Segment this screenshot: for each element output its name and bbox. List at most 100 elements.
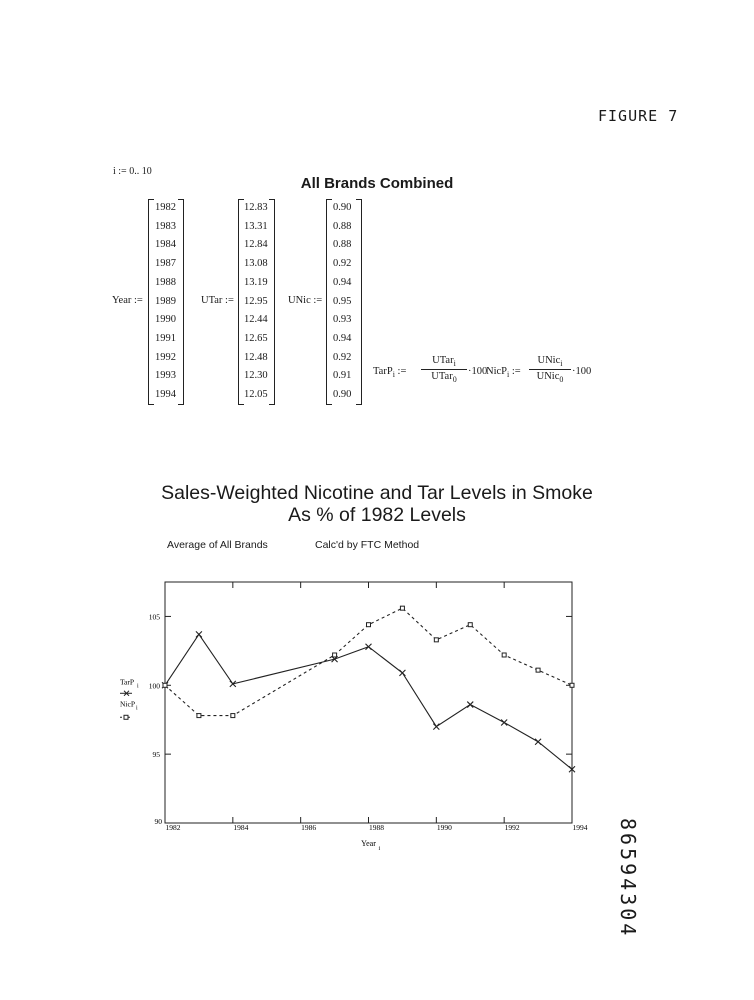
y-tick-label: 105 — [149, 612, 161, 621]
data-point-nicp — [399, 605, 405, 611]
unic-matrix-left-bracket — [326, 199, 332, 405]
x-tick-label: 1982 — [166, 823, 181, 832]
nicp-formula-subscript: i — [507, 370, 510, 380]
year-matrix-label: Year := — [112, 295, 143, 306]
tarp-num-sub: i — [453, 359, 456, 369]
data-point-nicp — [433, 637, 439, 643]
unic-matrix-label: UNic := — [288, 295, 323, 306]
y-tick-label: 100 — [149, 681, 161, 690]
unic-matrix-cell: 0.93 — [333, 314, 352, 326]
x-tick-label: 1992 — [505, 823, 520, 832]
data-point-nicp — [332, 652, 338, 658]
data-point-nicp — [162, 682, 168, 688]
data-point-tarp — [466, 701, 474, 708]
utar-matrix-cell: 12.65 — [244, 332, 268, 344]
nicp-num-sub: i — [560, 359, 563, 369]
nicp-formula-multiplier: ·100 — [572, 366, 592, 377]
unic-matrix-cell: 0.88 — [333, 220, 352, 232]
tarp-fraction-bar — [421, 369, 467, 371]
data-point-nicp — [467, 622, 473, 628]
tarp-formula-fraction: UTari UTar0 — [421, 355, 467, 384]
y-tick-label: 95 — [153, 750, 161, 759]
utar-matrix-cell: 13.08 — [244, 258, 268, 270]
nicp-den-text: UNic — [536, 371, 560, 383]
table-title: All Brands Combined — [300, 175, 454, 192]
tarp-formula-assign: := — [397, 366, 407, 377]
year-matrix-left-bracket — [148, 199, 154, 405]
plot-frame — [164, 581, 573, 824]
unic-matrix-cell: 0.90 — [333, 389, 352, 401]
utar-matrix-cell: 12.83 — [244, 202, 268, 213]
utar-matrix-cell: 13.19 — [244, 276, 268, 288]
chart-subtitle-left: Average of All Brands — [167, 539, 268, 551]
series-line-tarp — [164, 633, 573, 770]
tarp-formula-name: TarP — [373, 366, 393, 377]
utar-matrix: 12.83 13.31 12.84 13.08 13.19 12.95 12.44 12.65… — [244, 199, 268, 405]
utar-matrix-cell: 12.30 — [244, 370, 268, 382]
series-line-nicp — [164, 607, 573, 717]
utar-matrix-left-bracket — [238, 199, 244, 405]
unic-matrix-cell: 0.95 — [333, 295, 352, 307]
legend-marker-tarp — [123, 690, 130, 697]
tarp-den-text: UTar — [431, 371, 453, 383]
nicp-formula-name: NicP — [486, 366, 507, 377]
utar-matrix-cell: 13.31 — [244, 220, 268, 232]
utar-matrix-cell: 12.84 — [244, 239, 268, 251]
data-point-tarp — [534, 738, 542, 746]
x-tick-label: 1988 — [369, 823, 384, 832]
tarp-formula-multiplier: ·100 — [468, 366, 488, 377]
unic-matrix-cell: 0.92 — [333, 351, 352, 363]
year-matrix: 1982 1983 1984 1987 1988 1989 1990 1991 1992 1993… — [155, 199, 176, 405]
nicp-formula-assign: := — [511, 366, 521, 377]
year-matrix-cell: 1983 — [155, 220, 176, 232]
unic-matrix-cell: 0.88 — [333, 239, 352, 251]
range-definition: i := 0.. 10 — [113, 166, 152, 177]
unic-matrix-cell: 0.94 — [333, 276, 352, 288]
document-number: 86594304 — [616, 818, 640, 939]
utar-matrix-cell: 12.44 — [244, 314, 268, 326]
nicp-formula-denominator: UNic0 — [529, 371, 571, 384]
data-point-tarp — [432, 723, 440, 730]
nicp-formula-fraction: UNici UNic0 — [529, 355, 571, 384]
utar-matrix-cell: 12.95 — [244, 295, 268, 307]
data-point-tarp — [568, 765, 576, 773]
unic-matrix-cell: 0.90 — [333, 202, 352, 213]
year-matrix-cell: 1990 — [155, 314, 176, 326]
x-tick-label: 1984 — [233, 823, 248, 832]
data-point-tarp — [500, 719, 508, 726]
unic-matrix-right-bracket — [356, 199, 362, 405]
chart-title-line2: As % of 1982 Levels — [288, 504, 466, 526]
data-point-nicp — [501, 652, 507, 658]
nicp-formula-lhs: NicPi := — [486, 366, 521, 379]
year-matrix-cell: 1984 — [155, 239, 176, 251]
data-point-nicp — [535, 667, 541, 673]
year-matrix-cell: 1994 — [155, 389, 176, 401]
unic-matrix-cell: 0.92 — [333, 258, 352, 270]
nicp-fraction-bar — [529, 369, 571, 371]
utar-matrix-label: UTar := — [201, 295, 234, 306]
nicp-num-text: UNic — [537, 355, 561, 366]
year-matrix-cell: 1992 — [155, 351, 176, 363]
chart-title: Sales-Weighted Nicotine and Tar Levels i… — [0, 482, 754, 526]
legend-label-tarp-sub: i — [137, 683, 139, 689]
x-tick-label: 1986 — [301, 823, 316, 832]
tarp-den-sub: 0 — [452, 375, 457, 385]
data-point-tarp — [399, 669, 406, 677]
tarp-num-text: UTar — [432, 355, 454, 366]
nicp-formula-numerator: UNici — [529, 355, 571, 368]
data-point-tarp — [365, 643, 372, 651]
tarp-formula-denominator: UTar0 — [421, 371, 467, 384]
unic-matrix-cell: 0.94 — [333, 332, 352, 344]
year-matrix-right-bracket — [178, 199, 184, 405]
tarp-formula-lhs: TarPi := — [373, 366, 406, 379]
year-matrix-cell: 1993 — [155, 370, 176, 382]
year-matrix-cell: 1989 — [155, 295, 176, 307]
y-tick-label: 90 — [155, 817, 163, 826]
data-point-nicp — [196, 713, 202, 719]
x-axis-label-sub: i — [379, 846, 381, 852]
utar-matrix-cell: 12.48 — [244, 351, 268, 363]
legend-marker-nicp — [123, 714, 129, 720]
year-matrix-cell: 1988 — [155, 276, 176, 288]
chart-title-line1: Sales-Weighted Nicotine and Tar Levels i… — [161, 482, 593, 504]
